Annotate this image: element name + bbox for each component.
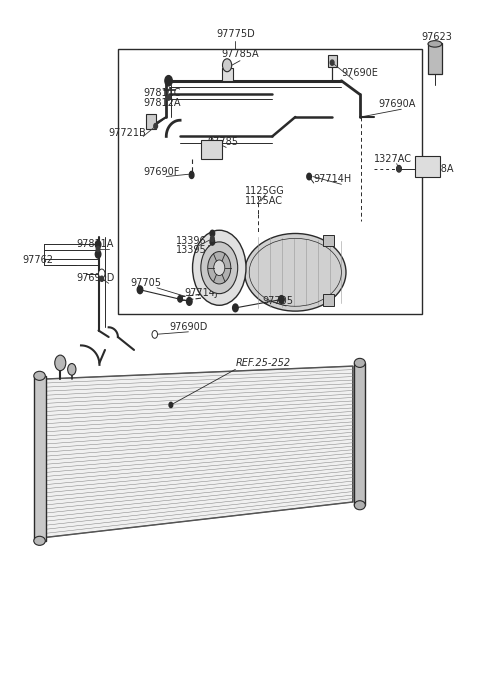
Circle shape — [211, 236, 214, 241]
Circle shape — [214, 260, 225, 276]
Bar — [415, 156, 441, 177]
Text: 1125GG: 1125GG — [245, 186, 284, 196]
Text: 97714H: 97714H — [314, 175, 352, 184]
Text: 97811A: 97811A — [76, 239, 114, 249]
Circle shape — [169, 402, 173, 408]
Text: 1125AC: 1125AC — [245, 195, 283, 206]
Bar — [118, 49, 422, 314]
Text: 97714J: 97714J — [185, 288, 218, 298]
Text: 97690D: 97690D — [169, 321, 207, 332]
Text: 97705: 97705 — [262, 296, 293, 306]
Bar — [428, 43, 442, 74]
Circle shape — [98, 269, 105, 278]
Circle shape — [330, 60, 334, 65]
Ellipse shape — [354, 501, 365, 510]
Circle shape — [137, 286, 143, 294]
Text: 97785A: 97785A — [221, 49, 259, 59]
Polygon shape — [44, 366, 353, 538]
Ellipse shape — [428, 40, 442, 47]
Bar — [323, 235, 335, 247]
Circle shape — [100, 276, 104, 281]
Ellipse shape — [34, 371, 45, 380]
Text: 97785: 97785 — [208, 137, 239, 148]
Circle shape — [396, 166, 401, 172]
Ellipse shape — [245, 233, 346, 311]
Text: 97690D: 97690D — [76, 273, 115, 283]
Text: 97690A: 97690A — [378, 99, 416, 109]
Ellipse shape — [354, 359, 365, 367]
Circle shape — [96, 250, 101, 258]
Text: 13395A: 13395A — [176, 245, 213, 255]
Circle shape — [167, 95, 170, 100]
Circle shape — [154, 123, 157, 129]
Text: REF.25-252: REF.25-252 — [235, 358, 290, 368]
Circle shape — [397, 166, 401, 171]
Bar — [222, 68, 233, 81]
Circle shape — [96, 247, 100, 251]
Text: 97775D: 97775D — [216, 30, 255, 39]
Circle shape — [210, 239, 215, 245]
Bar — [323, 295, 335, 306]
Text: 97690E: 97690E — [341, 68, 378, 78]
Circle shape — [223, 59, 232, 71]
Bar — [201, 140, 222, 159]
Circle shape — [189, 172, 194, 179]
Bar — [34, 376, 46, 541]
Circle shape — [210, 231, 215, 237]
Circle shape — [68, 363, 76, 375]
Text: 97812A: 97812A — [143, 98, 181, 108]
Ellipse shape — [34, 537, 45, 545]
Text: 97811C: 97811C — [143, 88, 181, 98]
Circle shape — [279, 296, 284, 303]
Circle shape — [233, 304, 238, 312]
Circle shape — [152, 330, 157, 338]
Text: 97721B: 97721B — [108, 127, 146, 137]
Bar — [328, 55, 337, 67]
Circle shape — [55, 355, 66, 371]
Circle shape — [201, 242, 238, 294]
Circle shape — [187, 297, 192, 305]
Circle shape — [165, 75, 172, 86]
Bar — [145, 115, 156, 129]
Circle shape — [96, 241, 101, 248]
Circle shape — [178, 296, 182, 302]
Circle shape — [307, 173, 312, 180]
Text: 97705: 97705 — [131, 278, 161, 288]
Text: 97690F: 97690F — [143, 166, 180, 177]
Text: 97623: 97623 — [421, 32, 452, 42]
Bar — [354, 363, 365, 506]
Circle shape — [190, 171, 193, 177]
Text: 97762: 97762 — [23, 255, 53, 264]
Text: 1327AC: 1327AC — [373, 154, 412, 164]
Text: 97788A: 97788A — [416, 164, 454, 174]
Circle shape — [192, 231, 246, 305]
Circle shape — [208, 251, 231, 284]
Text: 13396: 13396 — [176, 236, 206, 246]
